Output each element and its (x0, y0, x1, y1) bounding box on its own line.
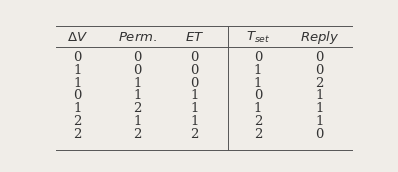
Text: 1: 1 (254, 103, 262, 115)
Text: 2: 2 (133, 128, 142, 141)
Text: 1: 1 (316, 115, 324, 128)
Text: 0: 0 (133, 51, 142, 64)
Text: 2: 2 (254, 115, 262, 128)
Text: 1: 1 (191, 89, 199, 103)
Text: 0: 0 (191, 63, 199, 77)
Text: 0: 0 (191, 77, 199, 89)
Text: 1: 1 (133, 77, 142, 89)
Text: 0: 0 (316, 51, 324, 64)
Text: 0: 0 (316, 128, 324, 141)
Text: 1: 1 (191, 115, 199, 128)
Text: 0: 0 (191, 51, 199, 64)
Text: 1: 1 (73, 63, 82, 77)
Text: 2: 2 (254, 128, 262, 141)
Text: 0: 0 (133, 63, 142, 77)
Text: 2: 2 (73, 115, 82, 128)
Text: 1: 1 (73, 103, 82, 115)
Text: 0: 0 (254, 51, 262, 64)
Text: 0: 0 (316, 63, 324, 77)
Text: 2: 2 (73, 128, 82, 141)
Text: 2: 2 (133, 103, 142, 115)
Text: 1: 1 (133, 115, 142, 128)
Text: 0: 0 (73, 51, 82, 64)
Text: 1: 1 (254, 63, 262, 77)
Text: 1: 1 (133, 89, 142, 103)
Text: 0: 0 (254, 89, 262, 103)
Text: 0: 0 (73, 89, 82, 103)
Text: 1: 1 (73, 77, 82, 89)
Text: 2: 2 (316, 77, 324, 89)
Text: $\it{Reply}$: $\it{Reply}$ (300, 29, 339, 46)
Text: $\it{ET}$: $\it{ET}$ (185, 31, 205, 44)
Text: $\it{\Delta V}$: $\it{\Delta V}$ (67, 31, 88, 44)
Text: 1: 1 (191, 103, 199, 115)
Text: $\it{T}_{\it{set}}$: $\it{T}_{\it{set}}$ (246, 30, 270, 45)
Text: 1: 1 (254, 77, 262, 89)
Text: $\it{Perm.}$: $\it{Perm.}$ (118, 31, 157, 44)
Text: 1: 1 (316, 89, 324, 103)
Text: 1: 1 (316, 103, 324, 115)
Text: 2: 2 (191, 128, 199, 141)
